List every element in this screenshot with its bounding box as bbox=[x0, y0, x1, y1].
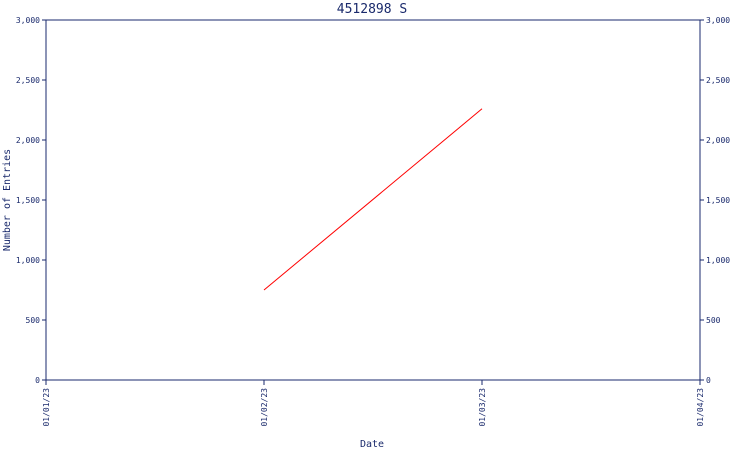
y-tick-label-right: 1,500 bbox=[706, 196, 730, 205]
series-line bbox=[263, 108, 483, 291]
y-tick-label-left: 2,500 bbox=[16, 76, 40, 85]
y-tick-label-right: 3,000 bbox=[706, 16, 730, 25]
x-tick-label: 01/04/23 bbox=[696, 388, 705, 427]
x-ticks: 01/01/23 01/02/23 01/03/23 01/04/23 bbox=[42, 380, 705, 427]
y-tick-label-right: 2,000 bbox=[706, 136, 730, 145]
y-tick-label-left: 1,000 bbox=[16, 256, 40, 265]
y-tick-label-right: 0 bbox=[706, 376, 711, 385]
y-tick-label-right: 2,500 bbox=[706, 76, 730, 85]
y-tick-label-right: 500 bbox=[706, 316, 721, 325]
y-tick-label-left: 1,500 bbox=[16, 196, 40, 205]
series-group bbox=[263, 108, 483, 291]
x-tick-label: 01/03/23 bbox=[478, 388, 487, 427]
y-tick-label-right: 1,000 bbox=[706, 256, 730, 265]
x-axis-label: Date bbox=[360, 439, 384, 450]
y-axis-label: Number of Entries bbox=[2, 149, 13, 251]
x-tick-label: 01/02/23 bbox=[260, 388, 269, 427]
chart-title: 4512898 S bbox=[337, 2, 407, 17]
y-tick-label-left: 0 bbox=[35, 376, 40, 385]
x-tick-label: 01/01/23 bbox=[42, 388, 51, 427]
y-tick-label-left: 2,000 bbox=[16, 136, 40, 145]
y-tick-label-left: 3,000 bbox=[16, 16, 40, 25]
y-ticks-right: 0 500 1,000 1,500 2,000 2,500 3,000 bbox=[700, 16, 730, 385]
y-tick-label-left: 500 bbox=[26, 316, 41, 325]
y-ticks-left: 0 500 1,000 1,500 2,000 2,500 3,000 bbox=[16, 16, 46, 385]
